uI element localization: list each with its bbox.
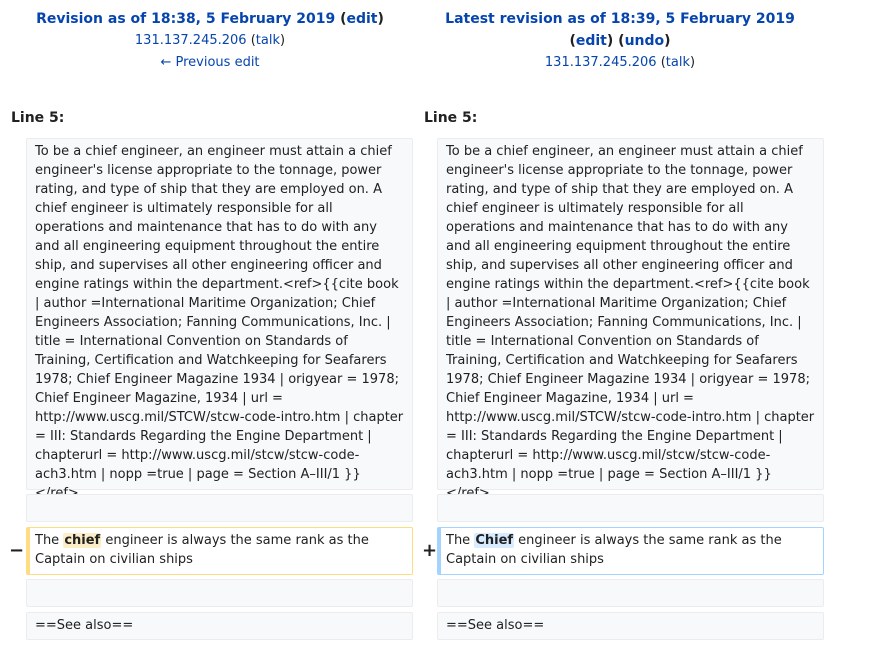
paren-close: ) (606, 33, 614, 49)
deleted-word: chief (63, 533, 102, 548)
added-line: The Chief engineer is always the same ra… (437, 527, 824, 575)
deleted-line: The chief engineer is always the same ra… (26, 527, 413, 575)
right-line-number: Line 5: (424, 110, 478, 126)
right-actions-line: (edit) (undo) (418, 30, 822, 52)
paren-close: ) (690, 55, 696, 70)
paren-open: ( (660, 55, 666, 70)
right-talk-link[interactable]: talk (665, 55, 690, 70)
left-edit-link[interactable]: edit (346, 11, 378, 27)
paren-close: ) (280, 33, 286, 48)
left-revision-title-line: Revision as of 18:38, 5 February 2019 (e… (8, 8, 412, 30)
right-blank-line (437, 494, 824, 522)
paren-open: ( (340, 11, 347, 27)
left-talk-link[interactable]: talk (255, 33, 280, 48)
left-blank-line (26, 494, 413, 522)
deleted-text-before: The (35, 533, 64, 548)
right-context-paragraph: To be a chief engineer, an engineer must… (437, 138, 824, 501)
left-revision-link[interactable]: Revision as of 18:38, 5 February 2019 (36, 11, 336, 27)
undo-link[interactable]: undo (624, 33, 665, 49)
paren-open: ( (250, 33, 256, 48)
right-blank-line-2 (437, 579, 824, 607)
left-blank-line-2 (26, 579, 413, 607)
left-user-link[interactable]: 131.137.245.206 (134, 33, 247, 48)
paren-close: ) (377, 11, 384, 27)
paren-close: ) (664, 33, 671, 49)
left-user-line: 131.137.245.206 (talk) (8, 30, 412, 52)
added-text-after: engineer is always the same rank as the … (446, 533, 782, 567)
added-word: Chief (474, 533, 515, 548)
left-revision-header: Revision as of 18:38, 5 February 2019 (e… (8, 8, 412, 74)
right-revision-header: Latest revision as of 18:39, 5 February … (418, 8, 822, 74)
added-text-before: The (446, 533, 475, 548)
left-line-number: Line 5: (11, 110, 65, 126)
right-user-line: 131.137.245.206 (talk) (418, 52, 822, 74)
deleted-text-after: engineer is always the same rank as the … (35, 533, 369, 567)
right-edit-link[interactable]: edit (575, 33, 607, 49)
paren-open: ( (618, 33, 625, 49)
deletion-marker: − (9, 540, 25, 561)
right-revision-title-line: Latest revision as of 18:39, 5 February … (418, 8, 822, 30)
addition-marker: + (422, 540, 438, 561)
left-context-paragraph: To be a chief engineer, an engineer must… (26, 138, 413, 501)
left-see-also-line: ==See also== (26, 612, 413, 640)
previous-edit-link[interactable]: ← Previous edit (160, 55, 260, 70)
right-see-also-line: ==See also== (437, 612, 824, 640)
right-user-link[interactable]: 131.137.245.206 (544, 55, 657, 70)
prev-edit-line: ← Previous edit (8, 52, 412, 74)
right-revision-link[interactable]: Latest revision as of 18:39, 5 February … (445, 11, 795, 27)
paren-open: ( (569, 33, 576, 49)
